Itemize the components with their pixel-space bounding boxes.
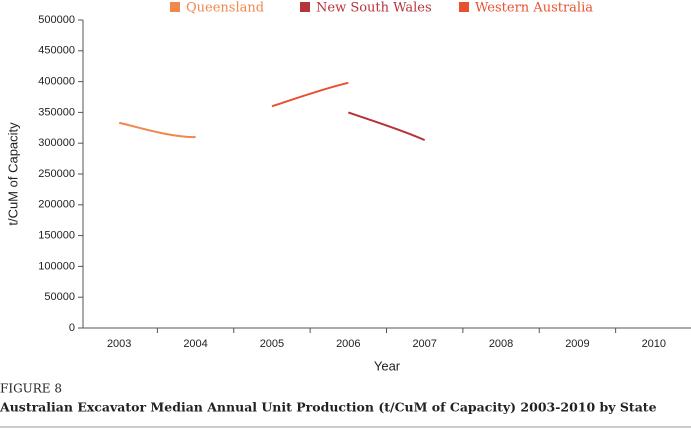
legend-label: Queensland bbox=[186, 1, 264, 16]
legend-label: New South Wales bbox=[316, 1, 432, 16]
x-tick-label: 2010 bbox=[642, 338, 666, 350]
chart-title: Australian Excavator Median Annual Unit … bbox=[0, 400, 657, 415]
y-tick-label: 150000 bbox=[38, 230, 75, 242]
x-tick-label: 2004 bbox=[183, 338, 207, 350]
y-tick-label: 0 bbox=[69, 322, 75, 334]
legend-swatch bbox=[170, 2, 180, 12]
y-axis-label: t/CuM of Capacity bbox=[5, 122, 20, 226]
x-tick-label: 2006 bbox=[336, 338, 360, 350]
x-tick-label: 2005 bbox=[260, 338, 284, 350]
legend-swatch bbox=[300, 2, 310, 12]
legend-swatch bbox=[459, 2, 469, 12]
y-tick-label: 250000 bbox=[38, 168, 75, 180]
figure-caption: FIGURE 8 bbox=[0, 382, 62, 396]
legend-label: Western Australia bbox=[475, 1, 593, 16]
y-tick-label: 100000 bbox=[38, 260, 75, 272]
x-tick-label: 2008 bbox=[489, 338, 513, 350]
y-tick-label: 350000 bbox=[38, 106, 75, 118]
y-tick-label: 400000 bbox=[38, 76, 75, 88]
series-line bbox=[271, 81, 349, 108]
x-tick-label: 2009 bbox=[565, 338, 589, 350]
x-tick-label: 2007 bbox=[412, 338, 436, 350]
y-tick-label: 50000 bbox=[44, 291, 75, 303]
series-line bbox=[347, 111, 426, 142]
x-axis-label: Year bbox=[374, 358, 401, 373]
y-tick-label: 200000 bbox=[38, 199, 75, 211]
y-tick-label: 500000 bbox=[38, 14, 75, 26]
series-line bbox=[119, 121, 196, 139]
x-tick-label: 2003 bbox=[107, 338, 131, 350]
y-tick-label: 450000 bbox=[38, 45, 75, 57]
y-tick-label: 300000 bbox=[38, 137, 75, 149]
